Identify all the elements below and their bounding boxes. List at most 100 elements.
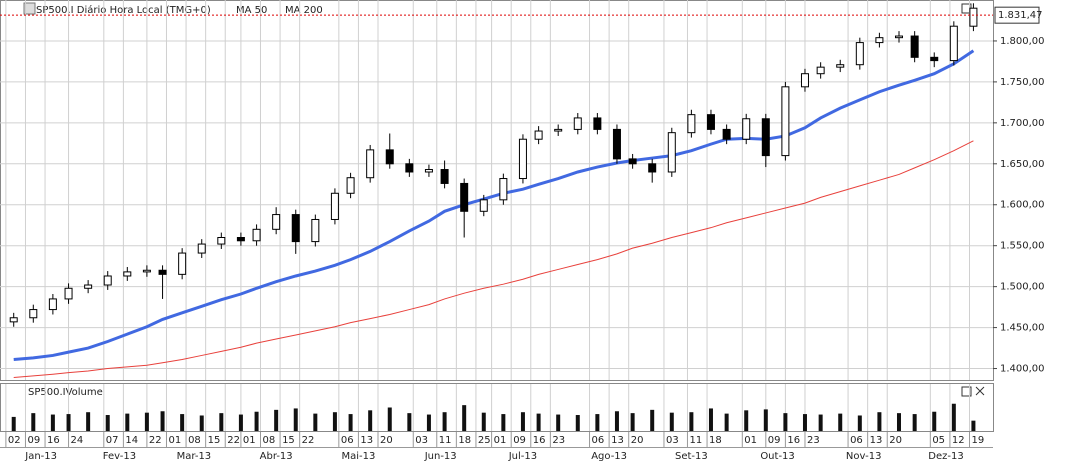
month-label: Mai-13 xyxy=(341,451,375,462)
volume-bar xyxy=(857,415,862,431)
volume-bar xyxy=(877,412,882,431)
volume-bar xyxy=(818,414,823,431)
month-label: Jul-13 xyxy=(508,451,537,462)
candle-body xyxy=(816,66,825,75)
volume-bar xyxy=(11,416,16,431)
volume-bar xyxy=(66,414,71,431)
candle-body xyxy=(781,86,790,157)
candle-body xyxy=(687,114,696,134)
candle-body xyxy=(855,42,864,66)
volume-bar xyxy=(462,405,467,431)
x-tick-label: 23 xyxy=(807,435,820,446)
volume-bar xyxy=(125,413,130,431)
volume-bar xyxy=(180,414,185,431)
x-tick-label: 20 xyxy=(631,435,644,446)
candle-body xyxy=(123,271,132,277)
volume-bar xyxy=(520,412,525,431)
volume-bar xyxy=(575,415,580,431)
y-tick-label: 1.750,00 xyxy=(1000,77,1045,88)
volume-bar xyxy=(348,414,353,431)
candle-body xyxy=(252,228,261,242)
volume-bar xyxy=(536,413,541,431)
month-label: Jan-13 xyxy=(24,451,57,462)
candle-body xyxy=(460,182,469,212)
x-tick-label: 12 xyxy=(952,435,965,446)
volume-bar xyxy=(160,411,165,431)
x-tick-label: 14 xyxy=(125,435,138,446)
volume-bar xyxy=(669,412,674,431)
candle-body xyxy=(628,158,637,165)
volume-bar xyxy=(293,408,298,431)
candle-body xyxy=(969,7,978,27)
volume-bar xyxy=(802,414,807,431)
volume-bar xyxy=(763,409,768,431)
legend-ma50[interactable]: MA 50 xyxy=(236,5,267,16)
volume-bar xyxy=(595,414,600,431)
x-tick-label: 25 xyxy=(478,435,491,446)
y-tick-label: 1.700,00 xyxy=(1000,118,1045,129)
x-tick-label: 08 xyxy=(188,435,201,446)
symbol-icon[interactable] xyxy=(23,2,36,15)
candle-body xyxy=(142,269,151,273)
volume-bar xyxy=(838,413,843,431)
month-label: Abr-13 xyxy=(260,451,293,462)
volume-bar xyxy=(442,412,447,431)
candle-body xyxy=(593,117,602,130)
volume-bar xyxy=(31,413,36,431)
candle-body xyxy=(158,269,167,275)
price-pane xyxy=(0,0,994,381)
x-tick-label: 22 xyxy=(302,435,315,446)
x-tick-label: 20 xyxy=(889,435,902,446)
legend-ma200[interactable]: MA 200 xyxy=(285,5,323,16)
y-tick-label: 1.600,00 xyxy=(1000,200,1045,211)
candle-body xyxy=(800,73,809,88)
volume-bar xyxy=(630,413,635,431)
volume-bar xyxy=(332,412,337,431)
ma-line xyxy=(13,140,974,379)
maximize-button[interactable] xyxy=(961,386,972,397)
candle-body xyxy=(64,287,73,300)
x-tick-label: 03 xyxy=(666,435,679,446)
y-tick-label: 1.400,00 xyxy=(1000,364,1045,375)
x-tick-label: 20 xyxy=(380,435,393,446)
x-tick-label: 01 xyxy=(494,435,507,446)
x-tick-label: 15 xyxy=(282,435,295,446)
candle-body xyxy=(405,163,414,173)
month-label: Out-13 xyxy=(760,451,794,462)
volume-bar xyxy=(650,409,655,431)
candle-body xyxy=(518,138,527,180)
y-tick-label: 1.450,00 xyxy=(1000,323,1045,334)
candle-body xyxy=(236,237,245,242)
candle-body xyxy=(311,218,320,243)
y-tick-label: 1.500,00 xyxy=(1000,282,1045,293)
volume-bar xyxy=(254,411,259,431)
x-tick-label: 16 xyxy=(787,435,800,446)
x-tick-label: 11 xyxy=(439,435,452,446)
candle-body xyxy=(346,177,355,194)
close-button[interactable] xyxy=(975,386,985,396)
candle-body xyxy=(930,56,939,62)
x-tick-label: 08 xyxy=(262,435,275,446)
volume-bar xyxy=(724,413,729,431)
volume-bar xyxy=(896,413,901,431)
candle-body xyxy=(479,199,488,212)
candle-body xyxy=(875,37,884,44)
volume-bar xyxy=(105,415,110,431)
volume-pane xyxy=(0,383,994,432)
candle-body xyxy=(894,35,903,39)
x-tick-label: 06 xyxy=(850,435,863,446)
month-label: Set-13 xyxy=(675,451,708,462)
volume-bar xyxy=(783,413,788,431)
candle-body xyxy=(761,118,770,157)
candle-body xyxy=(291,214,300,243)
volume-bar xyxy=(912,414,917,431)
last-price-box xyxy=(994,6,1040,24)
volume-bar xyxy=(556,414,561,431)
volume-bar xyxy=(951,403,956,431)
volume-bar xyxy=(199,415,204,431)
candle-body xyxy=(910,35,919,58)
candle-body xyxy=(366,149,375,179)
volume-bar xyxy=(368,410,373,431)
